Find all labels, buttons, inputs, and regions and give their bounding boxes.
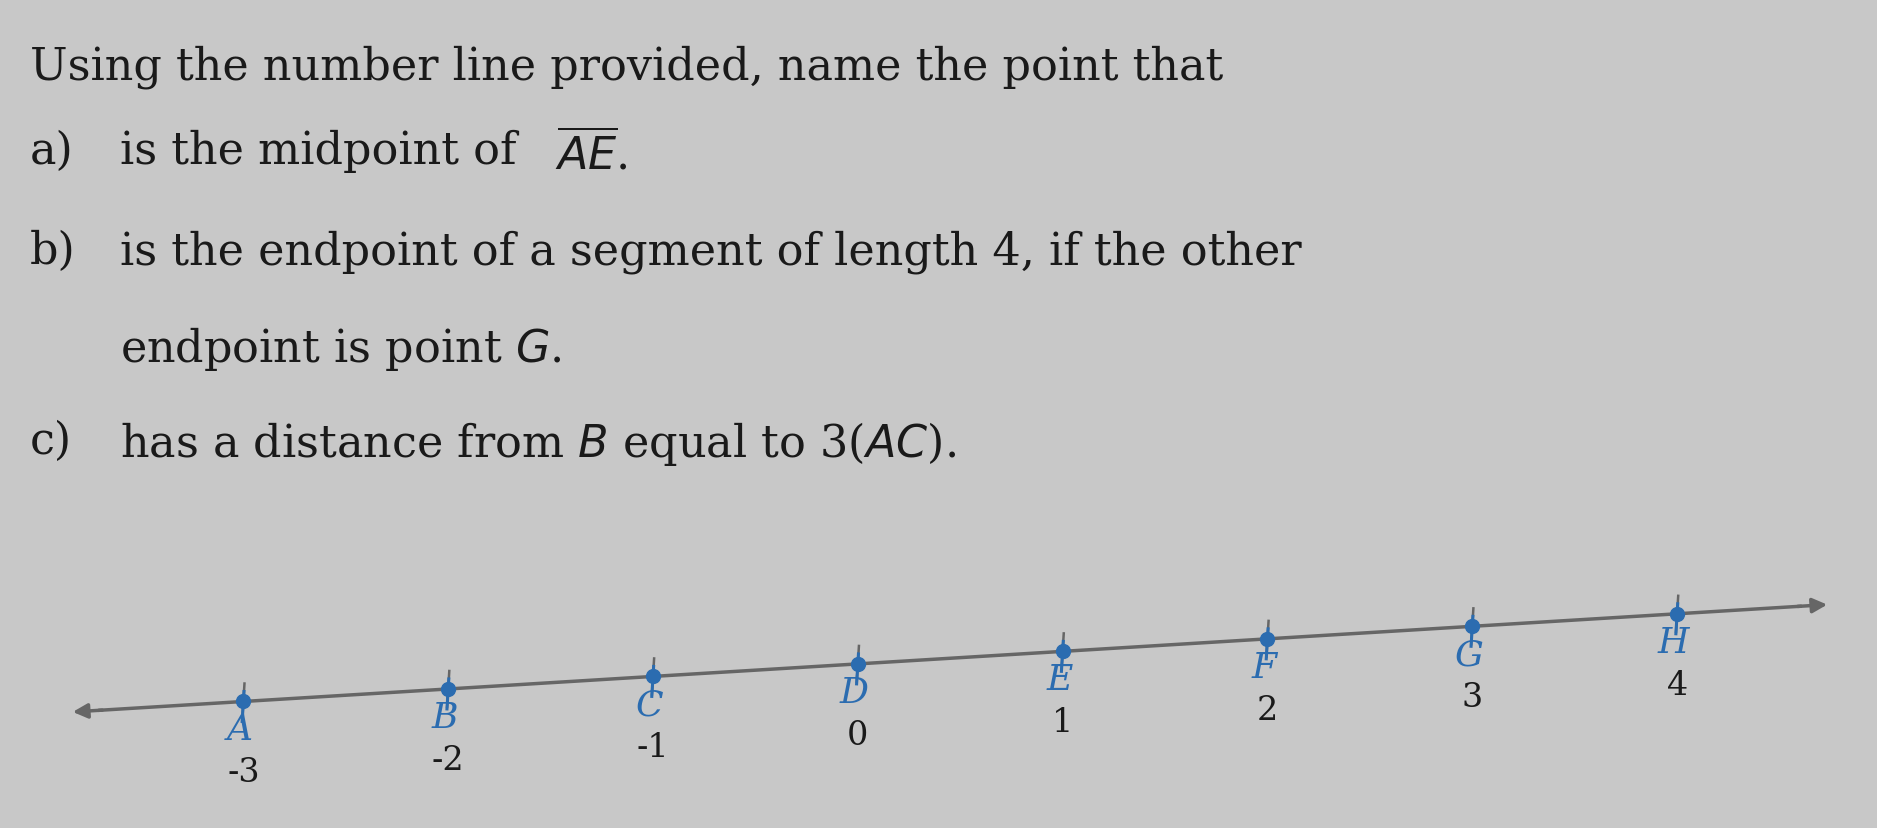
Text: has a distance from $B$ equal to 3($AC$).: has a distance from $B$ equal to 3($AC$)…: [120, 420, 955, 468]
Text: 4: 4: [1667, 669, 1687, 701]
Text: b): b): [30, 229, 75, 273]
Text: D: D: [841, 675, 869, 709]
Text: 1: 1: [1051, 706, 1074, 739]
Text: -3: -3: [227, 757, 259, 788]
Text: 0: 0: [847, 719, 869, 751]
Text: H: H: [1657, 625, 1689, 659]
Text: a): a): [30, 130, 73, 173]
Text: -2: -2: [432, 744, 464, 776]
Text: E: E: [1045, 662, 1072, 696]
Text: is the midpoint of: is the midpoint of: [120, 130, 531, 173]
Text: 3: 3: [1462, 681, 1483, 714]
Text: 2: 2: [1258, 694, 1278, 726]
Text: B: B: [432, 700, 458, 734]
Text: endpoint is point $G$.: endpoint is point $G$.: [120, 325, 561, 373]
Text: -1: -1: [636, 732, 670, 763]
Text: F: F: [1252, 650, 1276, 684]
Text: is the endpoint of a segment of length 4, if the other: is the endpoint of a segment of length 4…: [120, 229, 1301, 273]
Text: G: G: [1455, 638, 1483, 672]
Text: A: A: [227, 713, 253, 747]
Text: Using the number line provided, name the point that: Using the number line provided, name the…: [30, 45, 1224, 89]
Text: $\overline{AE}$.: $\overline{AE}$.: [556, 130, 629, 178]
Text: c): c): [30, 420, 71, 463]
Text: C: C: [636, 687, 663, 721]
